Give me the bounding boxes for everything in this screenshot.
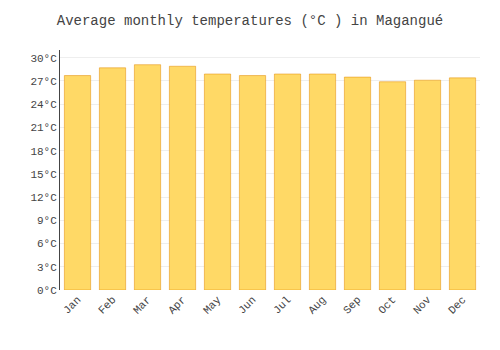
svg-text:Dec: Dec [446, 294, 468, 316]
svg-text:Jan: Jan [61, 294, 83, 316]
svg-text:15°C: 15°C [30, 169, 57, 181]
svg-text:Oct: Oct [376, 294, 398, 316]
svg-text:6°C: 6°C [37, 238, 57, 250]
svg-text:Jun: Jun [236, 294, 258, 316]
svg-text:21°C: 21°C [30, 122, 57, 134]
svg-text:27°C: 27°C [30, 76, 57, 88]
svg-text:Aug: Aug [306, 294, 328, 316]
svg-text:Sep: Sep [341, 294, 363, 316]
svg-text:Feb: Feb [96, 294, 118, 316]
svg-text:18°C: 18°C [30, 146, 57, 158]
svg-text:Nov: Nov [411, 294, 434, 317]
svg-text:9°C: 9°C [37, 215, 57, 227]
svg-text:12°C: 12°C [30, 192, 57, 204]
svg-text:24°C: 24°C [30, 99, 57, 111]
svg-text:Mar: Mar [131, 294, 153, 316]
svg-text:May: May [201, 294, 224, 317]
svg-text:Apr: Apr [166, 294, 188, 316]
svg-text:0°C: 0°C [37, 285, 57, 297]
svg-text:Average monthly temperatures (: Average monthly temperatures (°C ) in Ma… [57, 13, 443, 29]
svg-text:Jul: Jul [271, 294, 293, 316]
svg-text:30°C: 30°C [30, 53, 57, 65]
svg-text:3°C: 3°C [37, 262, 57, 274]
